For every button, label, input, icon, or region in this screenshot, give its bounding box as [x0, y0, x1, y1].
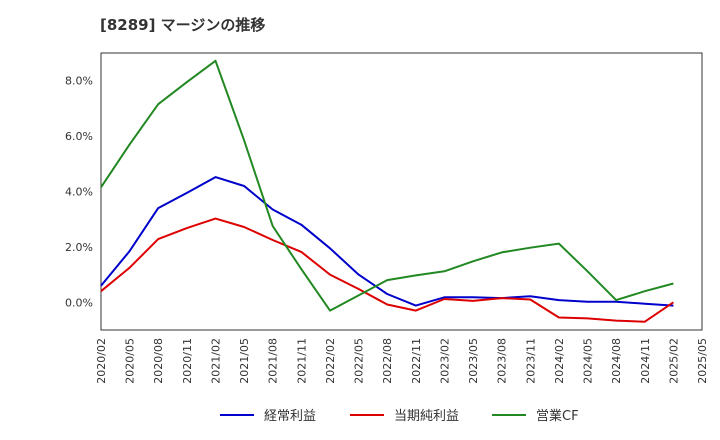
x-tick-label: 2022/08	[381, 338, 394, 384]
series-line-1	[100, 217, 674, 323]
y-tick-label: 6.0%	[65, 130, 93, 143]
legend-swatch-1	[350, 413, 384, 416]
x-tick-label: 2021/05	[238, 338, 251, 384]
legend-item-2: 営業CF	[492, 405, 579, 424]
legend-item-0: 経常利益	[220, 405, 316, 424]
y-tick-label: 2.0%	[65, 241, 93, 254]
legend-swatch-2	[492, 413, 526, 416]
x-tick-label: 2020/08	[152, 338, 165, 384]
x-tick-label: 2023/11	[524, 338, 537, 384]
x-tick-label: 2023/08	[496, 338, 509, 384]
series-line-2	[100, 59, 674, 312]
x-tick-label: 2021/02	[209, 338, 222, 384]
legend-item-1: 当期純利益	[350, 405, 459, 424]
x-tick-label: 2025/05	[696, 338, 709, 384]
x-tick-label: 2024/05	[582, 338, 595, 384]
y-tick-label: 0.0%	[65, 296, 93, 309]
series-lines	[100, 59, 674, 323]
series-line-0	[100, 176, 674, 307]
x-tick-label: 2023/05	[467, 338, 480, 384]
legend-swatch-0	[220, 413, 254, 416]
plot-area	[100, 52, 703, 331]
axes	[100, 52, 703, 331]
y-tick-label: 4.0%	[65, 186, 93, 199]
x-tick-label: 2024/08	[610, 338, 623, 384]
legend: 経常利益 当期純利益 営業CF	[0, 405, 720, 425]
x-tick-label: 2021/11	[295, 338, 308, 384]
x-tick-label: 2022/02	[324, 338, 337, 384]
legend-label-1: 当期純利益	[394, 409, 460, 424]
tick-labels: 0.0% 2.0% 4.0% 6.0% 8.0% 2020/02 2020/05 2020/0…	[65, 75, 709, 384]
x-tick-label: 2023/02	[438, 338, 451, 384]
x-tick-label: 2020/02	[95, 338, 108, 384]
x-tick-label: 2021/08	[267, 338, 280, 384]
chart-title: [8289] マージンの推移	[100, 16, 266, 34]
x-tick-label: 2020/05	[124, 338, 137, 384]
y-tick-label: 8.0%	[65, 75, 93, 88]
x-tick-label: 2022/11	[410, 338, 423, 384]
x-tick-label: 2022/05	[353, 338, 366, 384]
x-tick-label: 2025/02	[667, 338, 680, 384]
x-tick-label: 2024/11	[639, 338, 652, 384]
legend-label-0: 経常利益	[264, 409, 317, 424]
x-tick-label: 2024/02	[553, 338, 566, 384]
legend-label-2: 営業CF	[536, 409, 579, 424]
x-tick-label: 2020/11	[181, 338, 194, 384]
